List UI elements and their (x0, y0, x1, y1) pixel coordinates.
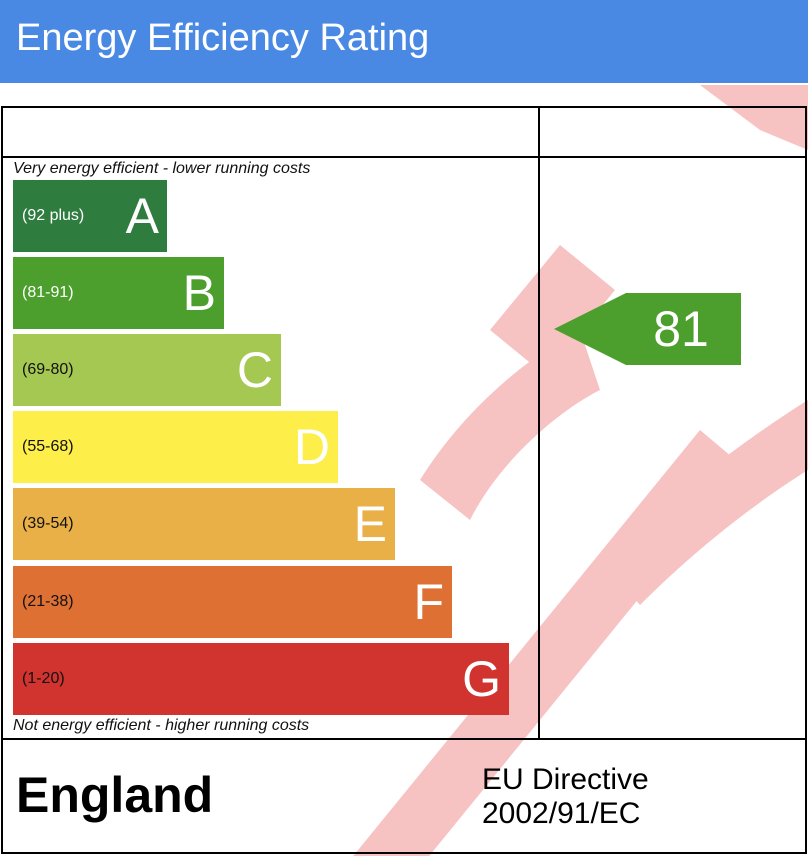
band-letter: G (462, 651, 501, 707)
band-letter: A (125, 188, 159, 244)
band-range-label: (21-38) (22, 593, 74, 610)
band-d: (55-68) D (13, 411, 338, 483)
efficient-caption: Very energy efficient - lower running co… (13, 160, 311, 177)
inefficient-caption: Not energy efficient - higher running co… (13, 717, 310, 734)
header-bar: Energy Efficiency Rating (0, 0, 808, 83)
current-rating-value: 81 (653, 301, 709, 357)
band-range-label: (55-68) (22, 438, 74, 455)
band-f: (21-38) F (13, 566, 452, 638)
band-letter: C (236, 342, 273, 398)
directive-line-1: EU Directive (482, 763, 649, 796)
band-b: (81-91) B (13, 257, 224, 329)
band-letter: B (182, 265, 216, 321)
band-range-label: (81-91) (22, 284, 74, 301)
eu-directive: EU Directive 2002/91/EC (482, 763, 649, 831)
band-e: (39-54) E (13, 488, 395, 560)
band-c: (69-80) C (13, 334, 281, 406)
band-a: (92 plus) A (13, 180, 167, 252)
band-letter: E (353, 496, 387, 552)
band-range-label: (1-20) (22, 670, 65, 687)
band-range-label: (69-80) (22, 361, 74, 378)
band-g: (1-20) G (13, 643, 509, 715)
current-rating-arrow (554, 293, 741, 365)
band-range-label: (92 plus) (22, 207, 85, 224)
directive-line-2: 2002/91/EC (482, 797, 641, 830)
band-letter: D (293, 419, 330, 475)
page-title: Energy Efficiency Rating (16, 17, 430, 59)
band-letter: F (413, 574, 444, 630)
country-label: England (16, 767, 214, 823)
band-range-label: (39-54) (22, 515, 74, 532)
